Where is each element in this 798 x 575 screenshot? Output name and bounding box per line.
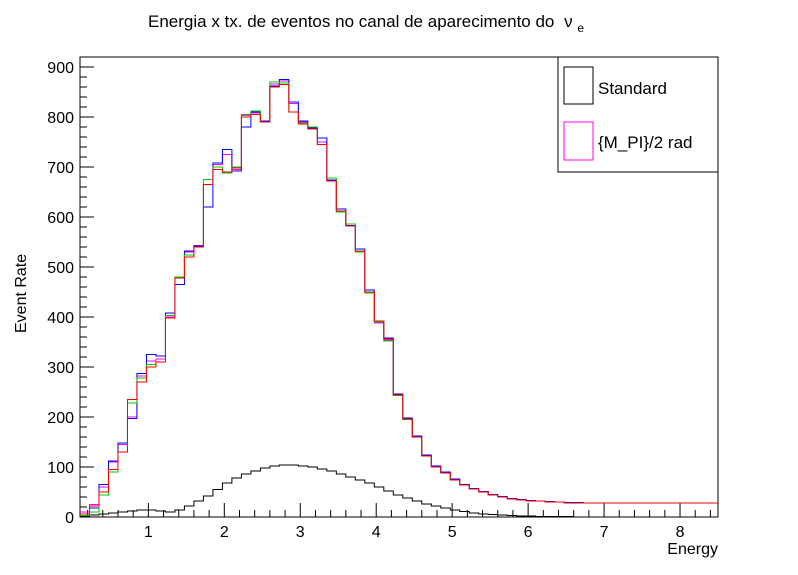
x-tick-label: 3	[296, 524, 305, 541]
y-tick-label: 800	[47, 110, 74, 127]
y-tick-label: 500	[47, 260, 74, 277]
y-tick-label: 300	[47, 360, 74, 377]
y-tick-label: 700	[47, 160, 74, 177]
histogram-series-4	[80, 84, 718, 515]
x-tick-label: 2	[220, 524, 229, 541]
legend: Standard {M_PI}/2 rad	[557, 56, 719, 173]
series-layer	[80, 79, 718, 518]
y-tick-label: 400	[47, 310, 74, 327]
x-tick-label: 8	[676, 524, 685, 541]
x-tick-label: 7	[600, 524, 609, 541]
x-tick-label: 6	[524, 524, 533, 541]
legend-swatch-m-pi	[563, 121, 594, 161]
chart-title-text: Energia x tx. de eventos no canal de apa…	[148, 12, 554, 31]
y-tick-label: 100	[47, 460, 74, 477]
y-tick-label: 200	[47, 410, 74, 427]
y-tick-label: 0	[65, 510, 74, 527]
y-tick-label: 900	[47, 60, 74, 77]
histogram-series-0	[80, 464, 718, 518]
legend-label-standard: Standard	[598, 79, 667, 98]
x-tick-label: 1	[144, 524, 153, 541]
legend-swatch-standard	[563, 66, 594, 105]
y-axis-label: Event Rate	[13, 254, 30, 333]
y-axis: 0 100 200 300 400 500 600 700 800 900	[47, 56, 94, 527]
x-tick-label: 4	[372, 524, 381, 541]
x-tick-label: 5	[448, 524, 457, 541]
x-axis-label: Energy	[667, 541, 718, 558]
legend-box	[557, 56, 719, 173]
legend-label-m-pi: {M_PI}/2 rad	[598, 133, 693, 152]
y-tick-label: 600	[47, 210, 74, 227]
chart-title: Energia x tx. de eventos no canal de apa…	[148, 12, 584, 35]
x-axis: 1 2 3 4 5 6 7 8	[87, 503, 711, 541]
chart-title-subscript: e	[577, 21, 584, 35]
chart-title-symbol: ν	[564, 12, 573, 31]
